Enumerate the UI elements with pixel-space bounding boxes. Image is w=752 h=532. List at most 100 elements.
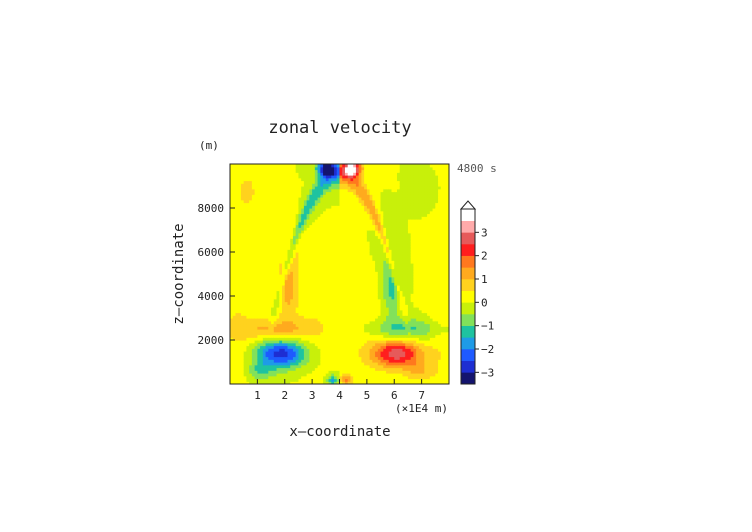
heatmap-cell (287, 177, 291, 182)
heatmap-cell (320, 342, 324, 347)
heatmap-cell (328, 172, 332, 176)
heatmap-cell (290, 268, 294, 272)
heatmap-cell (287, 257, 291, 261)
heatmap-cell (243, 197, 248, 201)
heatmap-cell (347, 296, 352, 300)
heatmap-cell (355, 353, 360, 358)
heatmap-cell (279, 340, 283, 344)
heatmap-cell (298, 238, 302, 242)
heatmap-cell (284, 318, 289, 322)
heatmap-cell (254, 375, 258, 380)
heatmap-cell (388, 177, 393, 182)
heatmap-cell (336, 293, 341, 297)
heatmap-cell (358, 323, 362, 327)
heatmap-cell (276, 375, 280, 380)
heatmap-cell (235, 287, 239, 292)
heatmap-cell (334, 205, 338, 209)
heatmap-cell (344, 169, 349, 173)
heatmap-cell (344, 243, 349, 248)
heatmap-cell (380, 293, 384, 297)
heatmap-cell (353, 348, 357, 352)
heatmap-cell (328, 331, 332, 336)
heatmap-cell (331, 367, 335, 371)
heatmap-cell (276, 249, 280, 253)
heatmap-cell (262, 353, 267, 358)
heatmap-cell (355, 334, 360, 338)
heatmap-cell (276, 224, 280, 228)
heatmap-cell (388, 373, 393, 377)
heatmap-cell (328, 351, 332, 355)
heatmap-cell (273, 191, 278, 195)
heatmap-cell (257, 177, 261, 182)
heatmap-cell (394, 197, 398, 201)
heatmap-cell (323, 307, 327, 311)
heatmap-cell (235, 166, 239, 171)
heatmap-cell (295, 249, 300, 253)
heatmap-cell (317, 232, 321, 237)
heatmap-cell (251, 367, 256, 371)
heatmap-cell (284, 169, 289, 173)
heatmap-cell (279, 296, 283, 300)
heatmap-cell (372, 177, 376, 182)
heatmap-cell (292, 342, 297, 347)
heatmap-cell (342, 164, 346, 168)
heatmap-cell (386, 373, 390, 377)
heatmap-cell (306, 279, 310, 283)
heatmap-cell (260, 375, 264, 380)
heatmap-cell (350, 351, 354, 355)
heatmap-cell (287, 290, 291, 294)
heatmap-cell (353, 337, 357, 341)
heatmap-cell (334, 191, 338, 195)
heatmap-cell (377, 323, 382, 327)
heatmap-cell (323, 172, 327, 176)
heatmap-cell (314, 282, 319, 286)
heatmap-cell (347, 279, 352, 283)
heatmap-cell (276, 315, 280, 319)
heatmap-cell (276, 180, 280, 184)
heatmap-cell (394, 260, 398, 264)
heatmap-cell (320, 282, 324, 286)
heatmap-cell (273, 375, 278, 380)
heatmap-cell (282, 175, 286, 179)
heatmap-cell (292, 367, 297, 371)
heatmap-cell (265, 271, 269, 275)
heatmap-cell (394, 199, 398, 204)
heatmap-cell (282, 337, 286, 341)
heatmap-cell (380, 351, 384, 355)
heatmap-cell (257, 293, 261, 297)
heatmap-cell (232, 315, 237, 319)
heatmap-cell (394, 356, 398, 360)
heatmap-cell (273, 210, 278, 215)
heatmap-cell (265, 175, 269, 179)
heatmap-cell (347, 238, 352, 242)
heatmap-cell (372, 345, 376, 349)
heatmap-cell (325, 304, 330, 308)
heatmap-cell (388, 164, 393, 168)
heatmap-cell (372, 312, 376, 316)
heatmap-cell (375, 356, 379, 360)
heatmap-cell (287, 199, 291, 204)
heatmap-cell (331, 254, 335, 259)
heatmap-cell (240, 268, 245, 272)
heatmap-cell (372, 241, 376, 245)
heatmap-cell (306, 166, 310, 171)
heatmap-cell (260, 188, 264, 193)
heatmap-cell (388, 279, 393, 283)
heatmap-cell (394, 246, 398, 250)
heatmap-cell (251, 227, 256, 231)
heatmap-cell (254, 268, 258, 272)
heatmap-cell (344, 252, 349, 256)
heatmap-cell (260, 351, 264, 355)
heatmap-cell (298, 301, 302, 305)
heatmap-cell (369, 208, 373, 212)
heatmap-cell (309, 175, 313, 179)
heatmap-cell (377, 164, 382, 168)
heatmap-cell (309, 177, 313, 182)
heatmap-cell (314, 177, 319, 182)
heatmap-cell (328, 235, 332, 239)
y-unit-label: (m) (199, 139, 219, 152)
heatmap-cell (303, 268, 308, 272)
heatmap-cell (361, 241, 365, 245)
heatmap-cell (251, 254, 256, 259)
heatmap-cell (257, 290, 261, 294)
